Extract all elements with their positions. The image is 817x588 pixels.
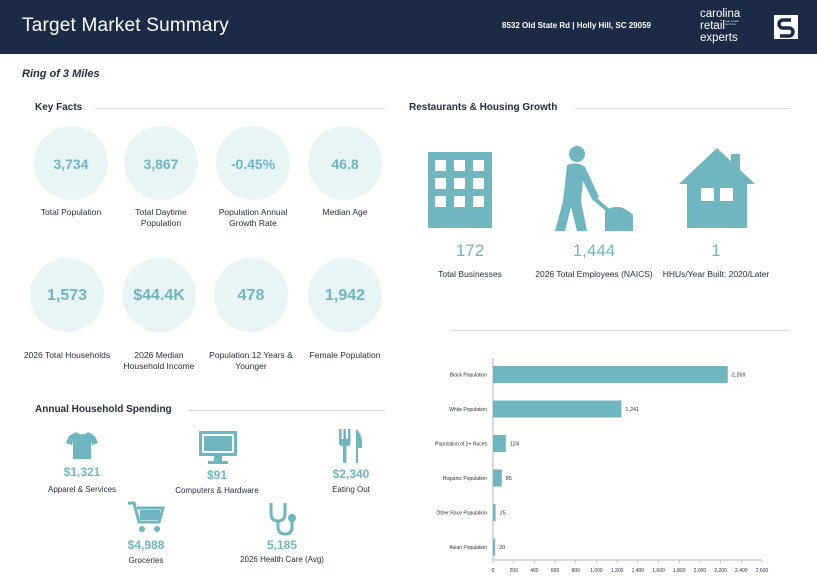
x-tick-label: 1,600 bbox=[652, 568, 665, 574]
building-icon bbox=[428, 152, 492, 228]
restaurants-label: Total Businesses bbox=[438, 269, 502, 279]
value-label: 25 bbox=[500, 511, 506, 517]
fork-knife-icon bbox=[339, 429, 363, 463]
x-tick-label: 2,200 bbox=[714, 568, 727, 574]
brand-line-3: experts bbox=[700, 32, 738, 44]
value-label: 20 bbox=[499, 545, 505, 551]
spending-value: $4,988 bbox=[127, 538, 165, 552]
spending-label: Groceries bbox=[128, 556, 164, 565]
fact-value: $44.4K bbox=[133, 287, 185, 304]
restaurants-divider bbox=[575, 108, 790, 109]
category-label: Population of 2+ Races bbox=[435, 442, 487, 448]
spending-value: $1,321 bbox=[63, 465, 101, 479]
fact-circle bbox=[124, 126, 198, 200]
fact-label: Population Annual Growth Rate bbox=[218, 207, 288, 228]
value-label: 124 bbox=[510, 442, 519, 448]
x-tick-label: 800 bbox=[572, 568, 581, 574]
fact-circle bbox=[122, 258, 196, 332]
category-label: Asian Population bbox=[449, 545, 487, 551]
spending-value: 5,185 bbox=[266, 538, 298, 552]
brand-line-1: carolina bbox=[700, 8, 741, 20]
x-tick-label: 200 bbox=[510, 568, 519, 574]
fact-label: Female Population bbox=[309, 350, 381, 360]
bar bbox=[493, 400, 622, 418]
fact-value: 478 bbox=[237, 287, 265, 304]
category-label: Other Race Population bbox=[436, 511, 487, 517]
shirt-icon bbox=[66, 432, 98, 459]
fact-label: 2026 Total Households bbox=[23, 350, 111, 360]
bar bbox=[493, 538, 496, 556]
brand-line-2: retail bbox=[700, 20, 725, 32]
fact-value: 3,734 bbox=[53, 156, 89, 172]
restaurants-label: HHUs/Year Built: 2020/Later bbox=[662, 269, 770, 279]
page-title: Target Market Summary bbox=[22, 15, 229, 36]
category-label: Hispanic Population bbox=[443, 476, 487, 482]
value-label: 2,269 bbox=[732, 373, 746, 379]
x-tick-label: 2,400 bbox=[735, 568, 748, 574]
x-tick-label: 1,400 bbox=[632, 568, 645, 574]
restaurants-value: 1,444 bbox=[572, 241, 616, 260]
restaurants-title: Restaurants & Housing Growth bbox=[409, 102, 558, 113]
restaurants-value: 172 bbox=[455, 241, 485, 260]
key-facts-title: Key Facts bbox=[35, 102, 83, 113]
brand-logo-icon bbox=[774, 15, 798, 39]
spending-label: Computers & Hardware bbox=[175, 486, 259, 495]
fact-circle bbox=[308, 126, 382, 200]
spending-label: Apparel & Services bbox=[47, 485, 117, 494]
fact-label: 2026 Median Household Income bbox=[123, 350, 195, 371]
x-tick-label: 2,000 bbox=[694, 568, 707, 574]
x-tick-label: 600 bbox=[551, 568, 560, 574]
restaurants-label: 2026 Total Employees (NAICS) bbox=[535, 269, 653, 279]
fact-value: -0.45% bbox=[230, 156, 276, 172]
brand-tagline: real estate services bbox=[725, 19, 740, 26]
category-label: White Population bbox=[449, 407, 487, 413]
house-icon bbox=[679, 148, 755, 228]
header-bar: Target Market Summary 8532 Old State Rd … bbox=[0, 0, 817, 54]
population-bar-chart: Black Population 2,269 White Population 1,2… bbox=[435, 358, 769, 574]
fact-value: 3,867 bbox=[143, 156, 179, 172]
restaurants-value: 1 bbox=[711, 241, 721, 260]
fact-label: Median Age bbox=[322, 207, 368, 217]
x-tick-label: 1,800 bbox=[673, 568, 686, 574]
x-tick-label: 1,200 bbox=[611, 568, 624, 574]
x-tick-label: 400 bbox=[530, 568, 539, 574]
key-facts-divider bbox=[95, 108, 385, 109]
spending-divider bbox=[188, 410, 385, 411]
fact-value: 46.8 bbox=[331, 156, 359, 172]
brand-name: carolina retail experts bbox=[700, 8, 740, 44]
fact-circle bbox=[216, 126, 290, 200]
worker-icon bbox=[555, 146, 633, 231]
bar bbox=[493, 366, 728, 383]
bar bbox=[493, 504, 496, 521]
stethoscope-icon bbox=[269, 503, 296, 536]
fact-value: 1,573 bbox=[46, 287, 88, 304]
category-label: Black Population bbox=[450, 373, 487, 379]
bar bbox=[493, 435, 506, 452]
fact-label: Total Population bbox=[40, 207, 102, 217]
fact-value: 1,942 bbox=[324, 287, 366, 304]
spending-title: Annual Household Spending bbox=[35, 404, 172, 415]
value-label: 85 bbox=[506, 476, 512, 482]
fact-circle bbox=[30, 258, 104, 332]
fact-circle bbox=[34, 126, 108, 200]
spending-label: 2026 Health Care (Avg) bbox=[240, 555, 324, 564]
cart-icon bbox=[128, 501, 165, 532]
fact-circle bbox=[308, 258, 382, 332]
fact-label: Total Daytime Population bbox=[135, 207, 187, 228]
spending-value: $91 bbox=[206, 468, 228, 482]
x-tick-label: 0 bbox=[492, 568, 495, 574]
spending-value: $2,340 bbox=[332, 467, 370, 481]
monitor-icon bbox=[199, 431, 237, 464]
x-tick-label: 2,600 bbox=[756, 568, 769, 574]
chart-divider bbox=[450, 330, 790, 331]
spending-label: Eating Out bbox=[332, 485, 370, 494]
value-label: 1,241 bbox=[625, 407, 639, 413]
bar bbox=[493, 469, 502, 487]
site-address: 8532 Old State Rd | Holly Hill, SC 29059 bbox=[502, 21, 651, 30]
ring-label: Ring of 3 Miles bbox=[22, 68, 100, 80]
fact-circle bbox=[214, 258, 288, 332]
x-tick-label: 1,000 bbox=[590, 568, 603, 574]
fact-label: Population 12 Years & Younger bbox=[209, 350, 293, 371]
